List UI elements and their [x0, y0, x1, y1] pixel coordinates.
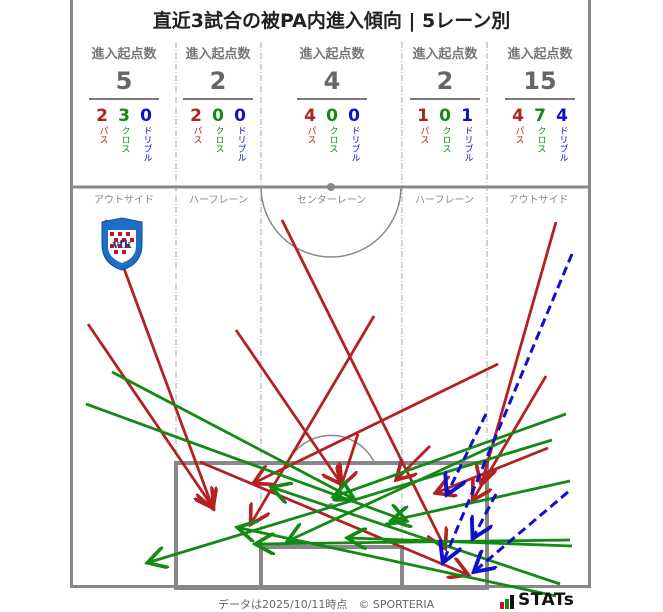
dribble-arrow — [444, 253, 574, 560]
stat-heading: 進入起点数 — [91, 47, 157, 62]
center-spot — [327, 183, 335, 191]
dribble-label: ドリブル — [557, 126, 568, 162]
entry-total: 4 — [323, 67, 341, 95]
pass-label: パス — [418, 126, 429, 144]
stat-heading: 進入起点数 — [412, 47, 478, 62]
cross-label: クロス — [327, 126, 338, 153]
lane-stat-halfspace-left: 進入起点数 2 2 パス 0 クロス 0 ドリブル — [176, 43, 260, 162]
lane-stat-halfspace-right: 進入起点数 2 1 パス 0 クロス 1 ドリブル — [403, 43, 487, 162]
dribble-arrow — [476, 490, 569, 570]
dribble-count: 0 — [234, 106, 246, 126]
dribble-label: ドリブル — [462, 126, 473, 162]
divider — [183, 98, 253, 100]
center-circle — [260, 186, 402, 258]
stat-heading: 進入起点数 — [185, 47, 251, 62]
pass-arrow — [234, 329, 340, 482]
pass-arrow — [256, 362, 499, 482]
pass-label: パス — [97, 126, 108, 144]
stat-heading: 進入起点数 — [299, 47, 365, 62]
cross-arrow — [240, 528, 557, 598]
entry-total: 15 — [523, 67, 557, 95]
stats-bars-icon — [500, 595, 514, 609]
dribble-arrows — [444, 253, 574, 570]
cross-count: 0 — [212, 106, 224, 126]
pass-arrow — [199, 460, 466, 574]
divider — [505, 98, 575, 100]
data-note: データは2025/10/11時点 © SPORTERIA — [218, 598, 435, 611]
cross-arrows — [85, 370, 573, 598]
team-crest-icon: vfk — [101, 217, 143, 271]
cross-arrow — [150, 438, 553, 562]
cross-label: クロス — [440, 126, 451, 153]
stat-heading: 進入起点数 — [507, 47, 573, 62]
cross-label: クロス — [535, 126, 546, 153]
lane-label-center: センターレーン — [296, 195, 367, 206]
cross-count: 0 — [439, 106, 451, 126]
lane-label-halfspace-left: ハーフレーン — [189, 195, 248, 206]
penalty-arc — [287, 434, 375, 463]
pass-label: パス — [191, 126, 202, 144]
entry-total: 5 — [115, 67, 133, 95]
dribble-label: ドリブル — [141, 126, 152, 162]
dribble-count: 0 — [348, 106, 360, 126]
pass-count: 4 — [512, 106, 524, 126]
lane-stat-outside-left: 進入起点数 5 2 パス 3 クロス 0 ドリブル — [80, 43, 168, 162]
pass-count: 4 — [304, 106, 316, 126]
dribble-count: 1 — [461, 106, 473, 126]
goal-area — [259, 545, 404, 590]
dribble-arrow — [448, 413, 488, 492]
dribble-label: ドリブル — [349, 126, 360, 162]
divider — [89, 98, 159, 100]
pass-label: パス — [513, 126, 524, 144]
chart-title: 直近3試合の被PA内進入傾向 | 5レーン別 — [152, 10, 511, 32]
lane-label-outside-left: アウトサイド — [94, 195, 154, 206]
pass-count: 2 — [96, 106, 108, 126]
pass-arrow — [474, 375, 548, 498]
divider — [410, 98, 480, 100]
pass-arrow — [342, 433, 360, 484]
pass-count: 1 — [417, 106, 429, 126]
cross-arrow — [111, 370, 352, 498]
lane-stat-outside-right: 進入起点数 15 4 パス 7 クロス 4 ドリブル — [496, 43, 584, 162]
pass-arrow — [86, 323, 212, 506]
cross-arrow — [336, 412, 567, 496]
dribble-label: ドリブル — [235, 126, 246, 162]
cross-count: 3 — [118, 106, 130, 126]
entry-total: 2 — [436, 67, 454, 95]
cross-label: クロス — [119, 126, 130, 153]
cross-count: 0 — [326, 106, 338, 126]
divider — [297, 98, 367, 100]
cross-arrow — [290, 438, 507, 540]
penalty-area — [174, 461, 489, 590]
entry-total: 2 — [209, 67, 227, 95]
lane-stat-center: 進入起点数 4 4 パス 0 クロス 0 ドリブル — [262, 43, 402, 162]
cross-count: 7 — [534, 106, 546, 126]
svg-text:vfk: vfk — [112, 238, 132, 251]
pass-label: パス — [305, 126, 316, 144]
cross-label: クロス — [213, 126, 224, 153]
dribble-count: 4 — [556, 106, 568, 126]
lane-label-halfspace-right: ハーフレーン — [415, 195, 474, 206]
stats-logo: STATs — [500, 591, 574, 609]
stats-brand: STATs — [518, 590, 575, 610]
pass-count: 2 — [190, 106, 202, 126]
cross-arrow — [274, 488, 561, 586]
pass-arrow — [280, 219, 444, 546]
lane-label-outside-right: アウトサイド — [508, 195, 569, 206]
dribble-count: 0 — [140, 106, 152, 126]
cross-arrow — [394, 479, 571, 520]
dribble-arrow — [474, 493, 498, 536]
